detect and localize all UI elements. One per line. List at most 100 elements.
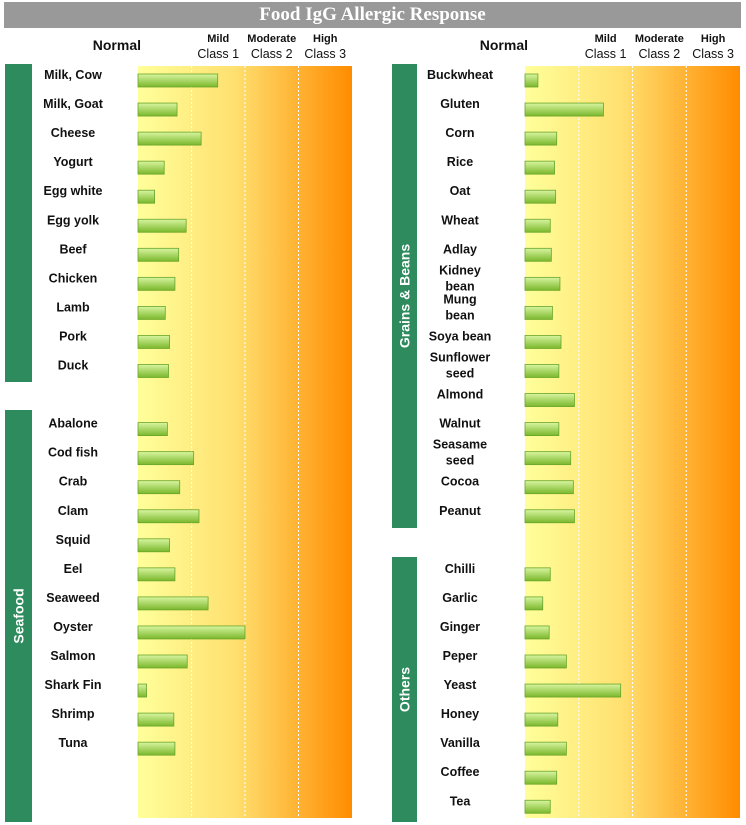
zone-class-label-2: Class 2 [639, 47, 681, 61]
category-label: Peanut [439, 504, 482, 518]
bar [524, 189, 557, 204]
category-label: bean [445, 279, 474, 293]
category-label: Peper [443, 649, 478, 663]
category-label: Egg yolk [47, 213, 99, 227]
panel-left: Normal Mild Class 1 Moderate Class 2 High Clas… [5, 33, 352, 822]
category-label: Almond [437, 388, 484, 402]
bar [524, 799, 551, 814]
category-label: Lamb [56, 300, 90, 314]
category-label: Gluten [440, 97, 480, 111]
category-label: Cod fish [48, 446, 98, 460]
category-label: Clam [58, 504, 89, 518]
bar [524, 741, 567, 756]
zone-label-3: High [313, 33, 338, 45]
bar [137, 131, 202, 146]
bar [524, 131, 558, 146]
category-label: Chicken [49, 271, 98, 285]
group-band [5, 410, 32, 822]
zone-label-3: High [701, 33, 726, 45]
zone-label-1: Mild [595, 33, 617, 45]
category-label: Wheat [441, 213, 479, 227]
group-label: Seafood [11, 588, 27, 643]
bar [137, 538, 170, 553]
bar [524, 683, 622, 698]
group-band-merged [5, 64, 32, 382]
bar [524, 596, 544, 611]
bar [524, 480, 574, 495]
zone-label-0: Normal [93, 37, 141, 53]
bar [524, 364, 560, 378]
bar [524, 276, 561, 291]
category-label: Cocoa [441, 475, 480, 489]
bar [524, 567, 551, 582]
category-label: Rice [447, 155, 473, 169]
category-label: Vanilla [440, 736, 481, 750]
category-label: Oat [450, 184, 472, 198]
category-label: Milk, Goat [43, 97, 104, 111]
category-label: Pork [59, 329, 87, 343]
zone-class-label-3: Class 3 [692, 47, 734, 61]
category-label: Ginger [440, 620, 480, 634]
bar [137, 480, 181, 495]
category-label: Shark Fin [45, 678, 102, 692]
category-label: Tea [450, 794, 472, 808]
zone-class-label-3: Class 3 [304, 47, 346, 61]
category-label: Coffee [441, 765, 480, 779]
bar [137, 509, 200, 524]
bar [524, 335, 562, 349]
category-label: Eel [64, 562, 83, 576]
category-label: Sunflower [430, 351, 491, 365]
category-label: Garlic [442, 591, 477, 605]
bar [137, 596, 209, 611]
category-label: Milk, Cow [44, 68, 102, 82]
category-label: Seaweed [46, 591, 100, 605]
category-label: Duck [58, 359, 89, 373]
bar [137, 247, 180, 262]
bar [524, 305, 553, 320]
category-label: Honey [441, 707, 479, 721]
bar [524, 393, 575, 407]
bar [137, 276, 176, 291]
category-label: Egg white [43, 184, 102, 198]
panel-right: Normal Mild Class 1 Moderate Class 2 High Clas… [392, 33, 740, 822]
category-label: Crab [59, 475, 88, 489]
category-label: Yeast [444, 678, 478, 692]
category-label: seed [446, 454, 475, 468]
bar [524, 102, 604, 117]
chart-title: Food IgG Allergic Response [259, 4, 486, 25]
bar [137, 364, 169, 378]
bar [137, 567, 176, 582]
bar [137, 422, 168, 437]
bar [524, 451, 572, 466]
bar [137, 625, 246, 640]
category-label: Chilli [445, 562, 476, 576]
zone-class-label-2: Class 2 [251, 47, 293, 61]
bar [137, 741, 176, 756]
category-label: Tuna [59, 736, 89, 750]
bar [137, 305, 166, 320]
category-label: Kidney [439, 263, 481, 277]
zone-label-0: Normal [480, 37, 528, 53]
category-label: Salmon [50, 649, 95, 663]
bar [137, 189, 155, 204]
zone-label-2: Moderate [247, 33, 296, 45]
category-label: Buckwheat [427, 68, 494, 82]
zone-class-label-1: Class 1 [585, 47, 627, 61]
category-label: Yogurt [53, 155, 93, 169]
bar [524, 73, 539, 88]
bar [137, 160, 165, 175]
category-label: Cheese [51, 126, 96, 140]
bar [524, 712, 559, 727]
bar [137, 335, 170, 349]
zone-label-1: Mild [207, 33, 229, 45]
group-label: Grains & Beans [397, 244, 413, 348]
bar [524, 247, 552, 262]
bar [524, 218, 551, 233]
bar [137, 683, 147, 698]
bar [137, 102, 178, 117]
category-label: Walnut [439, 417, 481, 431]
category-label: Seasame [433, 438, 487, 452]
bar [524, 160, 555, 175]
zone-label-2: Moderate [635, 33, 684, 45]
